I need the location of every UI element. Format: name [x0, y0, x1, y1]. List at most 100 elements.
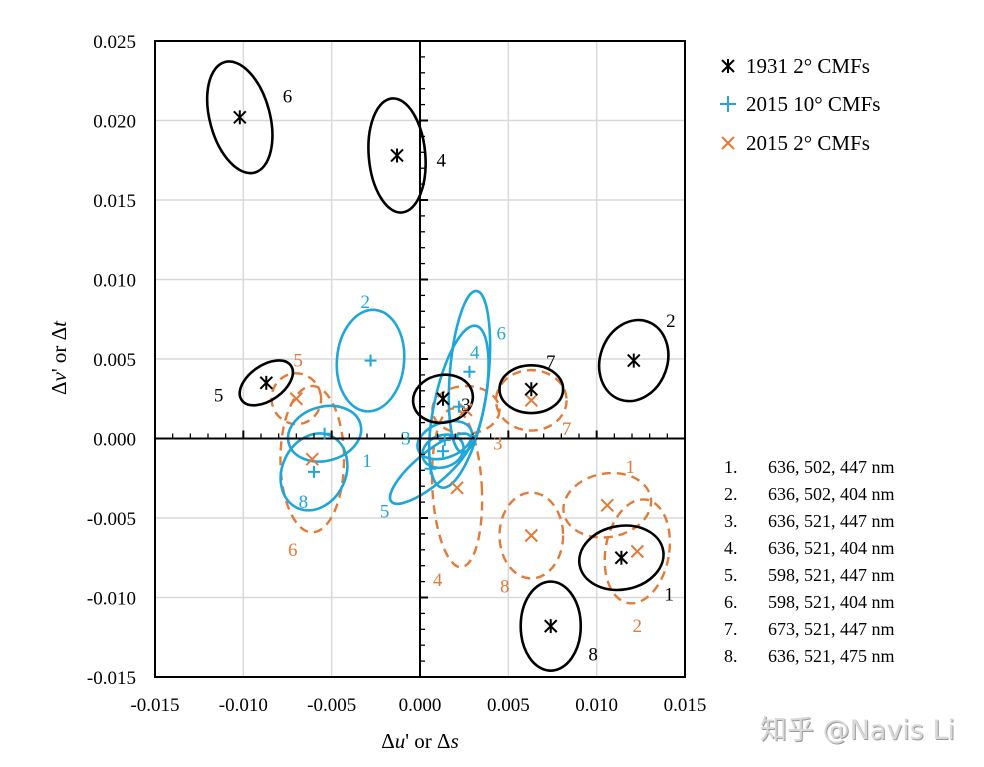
x-marker-8	[524, 528, 539, 543]
x-marker-2	[630, 544, 645, 559]
ellipse-label-7: 7	[562, 419, 572, 440]
x-tick-label: -0.005	[307, 695, 356, 716]
ellipse-asterisk-2	[597, 318, 670, 403]
ellipse-plus-6	[427, 324, 490, 490]
ellipse-asterisk-7	[498, 364, 565, 415]
x-marker-icon	[721, 136, 735, 150]
wavelength-number: 1.	[724, 457, 738, 477]
plus-marker-icon	[720, 96, 736, 112]
asterisk-marker-7	[524, 382, 539, 397]
plus-marker-4	[463, 365, 476, 378]
plus-marker-1	[318, 427, 331, 440]
marker-stroke	[524, 393, 539, 408]
ellipse-label-1: 1	[362, 451, 372, 472]
plus-marker-8	[308, 465, 320, 478]
wavelength-text: 636, 521, 404 nm	[768, 538, 895, 558]
ellipse-label-5: 5	[293, 351, 303, 372]
ellipse-asterisk-8	[519, 580, 583, 672]
legend-label: 2015 10° CMFs	[746, 92, 880, 116]
wavelength-item: 3. 636, 521, 447 nm	[724, 511, 895, 531]
wavelength-item: 2. 636, 502, 404 nm	[724, 484, 895, 504]
ellipse-label-7: 7	[546, 352, 556, 373]
ellipse-label-8: 8	[299, 492, 309, 513]
plus-marker-7	[438, 434, 451, 447]
ellipse-asterisk-6	[205, 60, 274, 175]
ellipse-asterisk-3	[411, 373, 475, 425]
ellipse-label-3: 3	[493, 433, 503, 454]
marker-stroke	[524, 528, 539, 543]
wavelength-list: 1. 636, 502, 447 nm 2. 636, 502, 404 nm 3. 63…	[724, 457, 895, 666]
x-tick-label: 0.005	[487, 695, 530, 716]
ellipse-label-6: 6	[288, 540, 298, 561]
asterisk-marker-icon	[721, 59, 735, 73]
wavelength-number: 7.	[724, 619, 738, 639]
y-axis-title: Δv' or Δt	[47, 320, 71, 395]
ellipse-x-5	[270, 372, 323, 426]
legend-marker	[720, 96, 736, 112]
legend-label: 2015 2° CMFs	[746, 131, 870, 155]
legend-marker	[721, 59, 735, 73]
x-marker-4	[450, 481, 464, 495]
wavelength-item: 4. 636, 521, 404 nm	[724, 538, 895, 558]
y-tick-label: -0.010	[87, 589, 136, 610]
wavelength-text: 673, 521, 447 nm	[768, 619, 895, 639]
x-marker-5	[289, 392, 304, 406]
asterisk-marker-5	[259, 375, 274, 390]
ellipse-label-4: 4	[436, 150, 446, 171]
wavelength-item: 8. 636, 521, 475 nm	[724, 646, 895, 666]
asterisk-marker-3	[436, 391, 450, 406]
marker-stroke	[459, 403, 473, 417]
marker-stroke	[630, 544, 645, 559]
ellipse-label-5: 5	[380, 502, 390, 523]
ellipse-x-2	[603, 498, 672, 605]
ellipse-label-6: 6	[497, 324, 507, 345]
ellipse-label-2: 2	[666, 311, 676, 332]
tick-labels: -0.015 -0.010 -0.005 0.000 0.005 0.010 0.015 -0…	[87, 32, 706, 716]
ellipses-layer	[205, 60, 672, 672]
ellipse-x-4	[430, 407, 484, 569]
wavelength-text: 636, 521, 475 nm	[768, 646, 895, 666]
ellipse-plus-2	[335, 308, 406, 413]
ellipse-label-7: 7	[468, 432, 478, 453]
ellipse-label-4: 4	[470, 343, 480, 364]
wavelength-text: 598, 521, 404 nm	[768, 592, 895, 612]
marker-stroke	[600, 498, 614, 512]
ellipse-label-2: 2	[633, 616, 643, 637]
wavelength-item: 6. 598, 521, 404 nm	[724, 592, 895, 612]
y-tick-label: 0.000	[93, 430, 136, 451]
ellipse-label-8: 8	[500, 576, 510, 597]
ellipse-asterisk-5	[238, 359, 295, 407]
ellipse-plus-1	[286, 404, 363, 463]
markers-layer	[233, 110, 645, 634]
plus-marker-2	[364, 354, 377, 367]
ellipse-label-4: 4	[433, 570, 443, 591]
asterisk-marker-4	[390, 148, 404, 163]
marker-stroke	[721, 136, 735, 150]
ellipse-x-8	[498, 491, 565, 580]
y-tick-label: 0.015	[93, 191, 136, 212]
x-tick-label: -0.010	[219, 695, 268, 716]
asterisk-marker-2	[627, 353, 641, 368]
y-tick-label: 0.020	[93, 112, 136, 133]
wavelength-number: 3.	[724, 511, 738, 531]
marker-stroke	[289, 392, 304, 406]
x-marker-6	[305, 452, 319, 466]
y-tick-label: -0.005	[87, 509, 136, 530]
wavelength-number: 2.	[724, 484, 738, 504]
ellipse-x-6	[279, 384, 346, 534]
asterisk-marker-1	[614, 550, 629, 565]
marker-stroke	[305, 452, 319, 466]
legend-marker	[721, 136, 735, 150]
legend-item-1931-2deg: 1931 2° CMFs	[721, 54, 870, 78]
wavelength-number: 8.	[724, 646, 738, 666]
x-tick-label: 0.000	[399, 695, 442, 716]
ellipse-label-5: 5	[214, 386, 224, 407]
plus-marker-6	[452, 400, 465, 413]
ellipse-label-2: 2	[360, 292, 370, 313]
wavelength-text: 636, 502, 447 nm	[768, 457, 895, 477]
plus-marker-3	[436, 445, 449, 458]
ellipse-asterisk-4	[367, 97, 427, 214]
y-tick-label: 0.005	[93, 350, 136, 371]
